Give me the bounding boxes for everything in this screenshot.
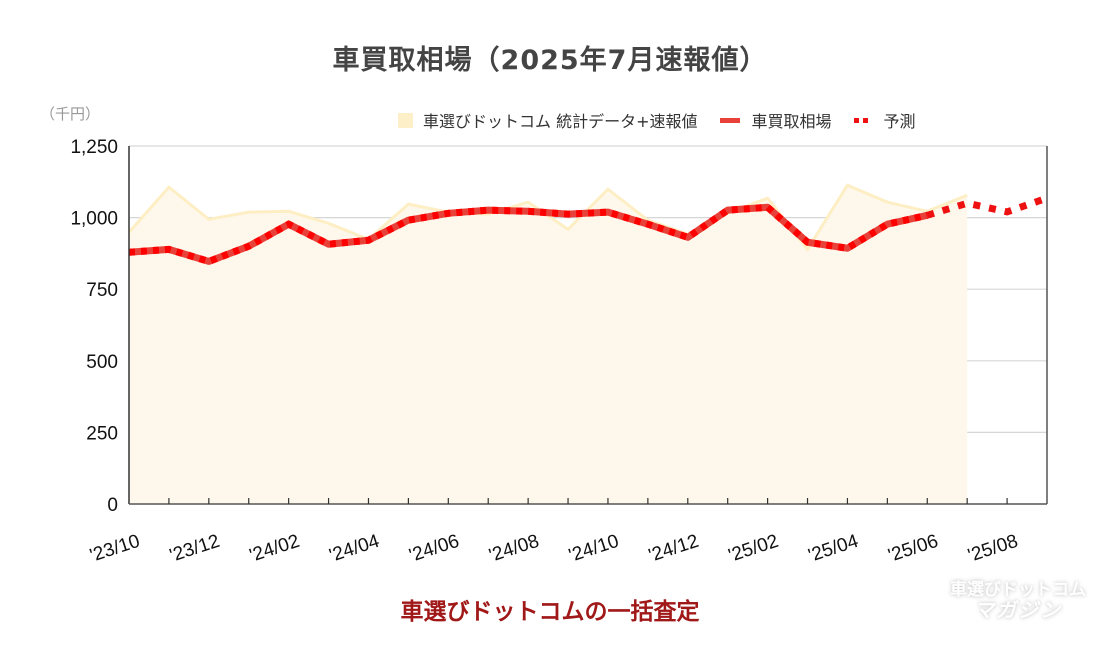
area-fill: [129, 185, 968, 504]
x-tick-label: '24/10: [566, 531, 621, 567]
watermark-logo: 車選びドットコム マガジン: [950, 580, 1086, 622]
y-tick-label: 250: [86, 423, 118, 444]
x-tick-label: '24/04: [327, 531, 383, 567]
legend: 車選びドットコム 統計データ+速報値 車買取相場 予測: [398, 108, 938, 132]
y-axis-unit: （千円）: [40, 105, 101, 123]
forecast-line: [926, 194, 1049, 219]
x-tick-label: '24/06: [407, 531, 462, 567]
x-tick-label: '25/02: [726, 531, 781, 567]
legend-swatch-area: [398, 112, 413, 128]
x-tick-label: '23/10: [87, 531, 142, 567]
x-tick-label: '25/04: [806, 531, 862, 567]
x-tick-label: '24/12: [646, 531, 701, 567]
x-tick-label: '23/12: [167, 531, 222, 567]
legend-swatch-line: [719, 117, 740, 123]
y-tick-label: 500: [86, 352, 118, 373]
market-line: [128, 203, 929, 265]
legend-swatch-dotted: [853, 117, 872, 123]
y-tick-label: 1,250: [70, 137, 118, 158]
x-tick-label: '25/06: [886, 531, 941, 567]
watermark-line1: 車選びドットコム: [950, 580, 1086, 600]
y-tick-label: 1,000: [70, 209, 118, 230]
footer-label: 車選びドットコムの一括査定: [400, 599, 700, 625]
legend-item-forecast: 予測: [853, 108, 916, 132]
x-tick-label: '25/08: [965, 531, 1020, 567]
legend-label: 車買取相場: [751, 112, 832, 131]
legend-item-line: 車買取相場: [719, 108, 832, 132]
x-tick-label: '24/08: [487, 531, 542, 567]
y-tick-label: 750: [86, 280, 118, 301]
legend-label: 予測: [883, 112, 916, 131]
y-tick-label: 0: [107, 495, 118, 516]
legend-item-area: 車選びドットコム 統計データ+速報値: [398, 108, 698, 132]
x-tick-label: '24/02: [247, 531, 302, 567]
chart-title: 車買取相場（2025年7月速報値）: [332, 45, 768, 76]
watermark-line2: マガジン: [974, 597, 1062, 622]
legend-label: 車選びドットコム 統計データ+速報値: [423, 112, 698, 131]
